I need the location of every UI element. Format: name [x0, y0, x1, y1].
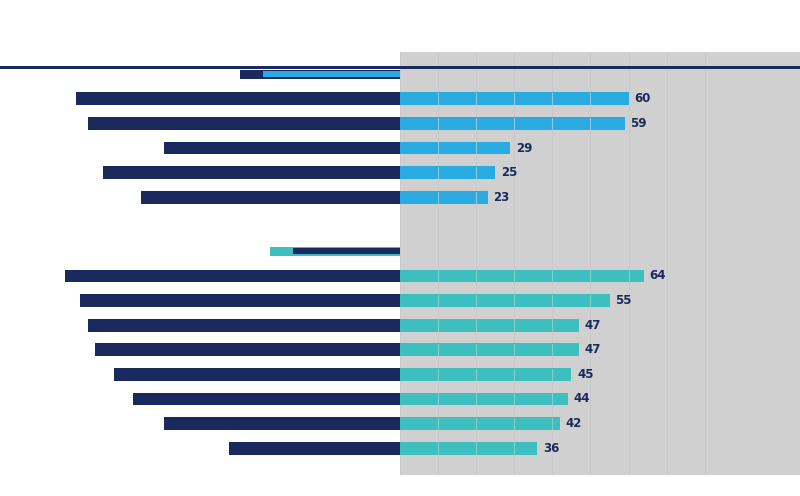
- Bar: [80, 294, 400, 307]
- Bar: [294, 248, 400, 254]
- Bar: [400, 417, 560, 430]
- Bar: [164, 417, 400, 430]
- Bar: [400, 191, 488, 203]
- Bar: [400, 294, 610, 307]
- Bar: [0, 65, 800, 69]
- Text: 42: 42: [566, 417, 582, 430]
- Bar: [400, 442, 537, 454]
- Bar: [141, 191, 400, 203]
- Text: 47: 47: [585, 318, 601, 332]
- Bar: [400, 92, 629, 105]
- Bar: [134, 392, 400, 405]
- Bar: [240, 69, 400, 79]
- Bar: [88, 117, 400, 130]
- Text: 36: 36: [543, 441, 559, 455]
- Bar: [400, 117, 625, 130]
- Text: 29: 29: [516, 141, 533, 155]
- Bar: [400, 368, 571, 381]
- Text: 55: 55: [615, 294, 632, 307]
- Bar: [263, 71, 400, 77]
- Bar: [270, 247, 400, 256]
- Bar: [103, 166, 400, 179]
- Bar: [400, 142, 510, 154]
- Bar: [88, 319, 400, 331]
- Bar: [400, 319, 579, 331]
- Bar: [229, 442, 400, 454]
- Text: 59: 59: [630, 117, 647, 130]
- Bar: [164, 142, 400, 154]
- Text: 64: 64: [650, 269, 666, 282]
- Bar: [400, 52, 800, 475]
- Text: 25: 25: [501, 166, 518, 179]
- Bar: [400, 166, 495, 179]
- Bar: [95, 343, 400, 356]
- Text: 23: 23: [494, 190, 510, 204]
- Text: 47: 47: [585, 343, 601, 356]
- Bar: [65, 269, 400, 282]
- Bar: [400, 269, 644, 282]
- Text: 60: 60: [634, 92, 650, 105]
- Bar: [400, 392, 568, 405]
- Bar: [76, 92, 400, 105]
- Text: 44: 44: [574, 392, 590, 405]
- Bar: [114, 368, 400, 381]
- Bar: [0, 52, 400, 475]
- Text: 45: 45: [577, 368, 594, 381]
- Bar: [400, 343, 579, 356]
